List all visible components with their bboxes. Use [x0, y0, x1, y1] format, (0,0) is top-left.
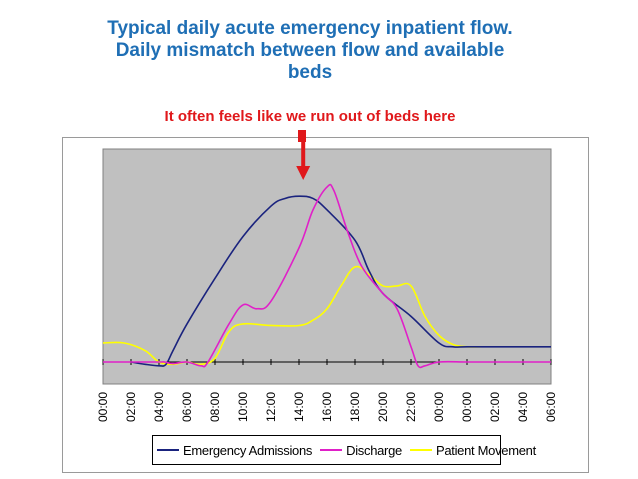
- x-tick-label: 10:00: [236, 392, 250, 422]
- x-tick-label: 12:00: [264, 392, 278, 422]
- chart-frame: 00:00 02:00 04:00 06:00 08:00 10:00 12:00 14:00…: [62, 137, 589, 473]
- title-line-3: beds: [287, 62, 333, 83]
- annotation-text: It often feels like we run out of beds h…: [164, 108, 456, 125]
- legend-swatch-emergency-admissions: [157, 449, 179, 451]
- x-tick-label: 04:00: [152, 392, 166, 422]
- title-line-1: Typical daily acute emergency inpatient …: [107, 18, 513, 39]
- legend-swatch-patient-movement: [409, 449, 432, 451]
- slide-title: Typical daily acute emergency inpatient …: [40, 18, 580, 84]
- x-tick-label: 22:00: [404, 392, 418, 422]
- legend-swatch-discharge: [320, 449, 343, 451]
- x-tick-label: 00:00: [432, 392, 446, 422]
- title-line-2: Daily mismatch between flow and availabl…: [115, 40, 505, 61]
- x-tick-label: 02:00: [124, 392, 138, 422]
- x-tick-label: 16:00: [320, 392, 334, 422]
- x-tick-label: 04:00: [516, 392, 530, 422]
- legend-item-patient-movement: Patient Movement: [409, 442, 536, 458]
- x-tick-label: 06:00: [544, 392, 558, 422]
- line-chart: 00:00 02:00 04:00 06:00 08:00 10:00 12:00 14:00…: [96, 138, 558, 422]
- x-tick-label: 00:00: [460, 392, 474, 422]
- legend-label: Emergency Admissions: [183, 442, 313, 458]
- x-tick-label: 00:00: [96, 392, 110, 422]
- x-tick-label: 02:00: [488, 392, 502, 422]
- annotation-arrow-head: [296, 166, 311, 180]
- legend-item-discharge: Discharge: [320, 443, 402, 458]
- series-line-emergency-admissions: [130, 195, 551, 367]
- plot-area: [102, 148, 552, 385]
- legend: Emergency Admissions Discharge Patient M…: [152, 435, 536, 465]
- x-tick-label: 08:00: [208, 392, 222, 422]
- x-tick-label: 14:00: [292, 392, 306, 422]
- annotation-arrow-stem-top: [298, 130, 306, 142]
- legend-label: Discharge: [346, 442, 402, 458]
- x-tick-label: 20:00: [376, 392, 390, 422]
- series-line-discharge: [103, 183, 551, 369]
- legend-label: Patient Movement: [435, 442, 536, 458]
- x-tick-label: 06:00: [180, 392, 194, 422]
- x-tick-label: 18:00: [348, 392, 362, 422]
- legend-item-emergency-admissions: Emergency Admissions: [157, 443, 312, 458]
